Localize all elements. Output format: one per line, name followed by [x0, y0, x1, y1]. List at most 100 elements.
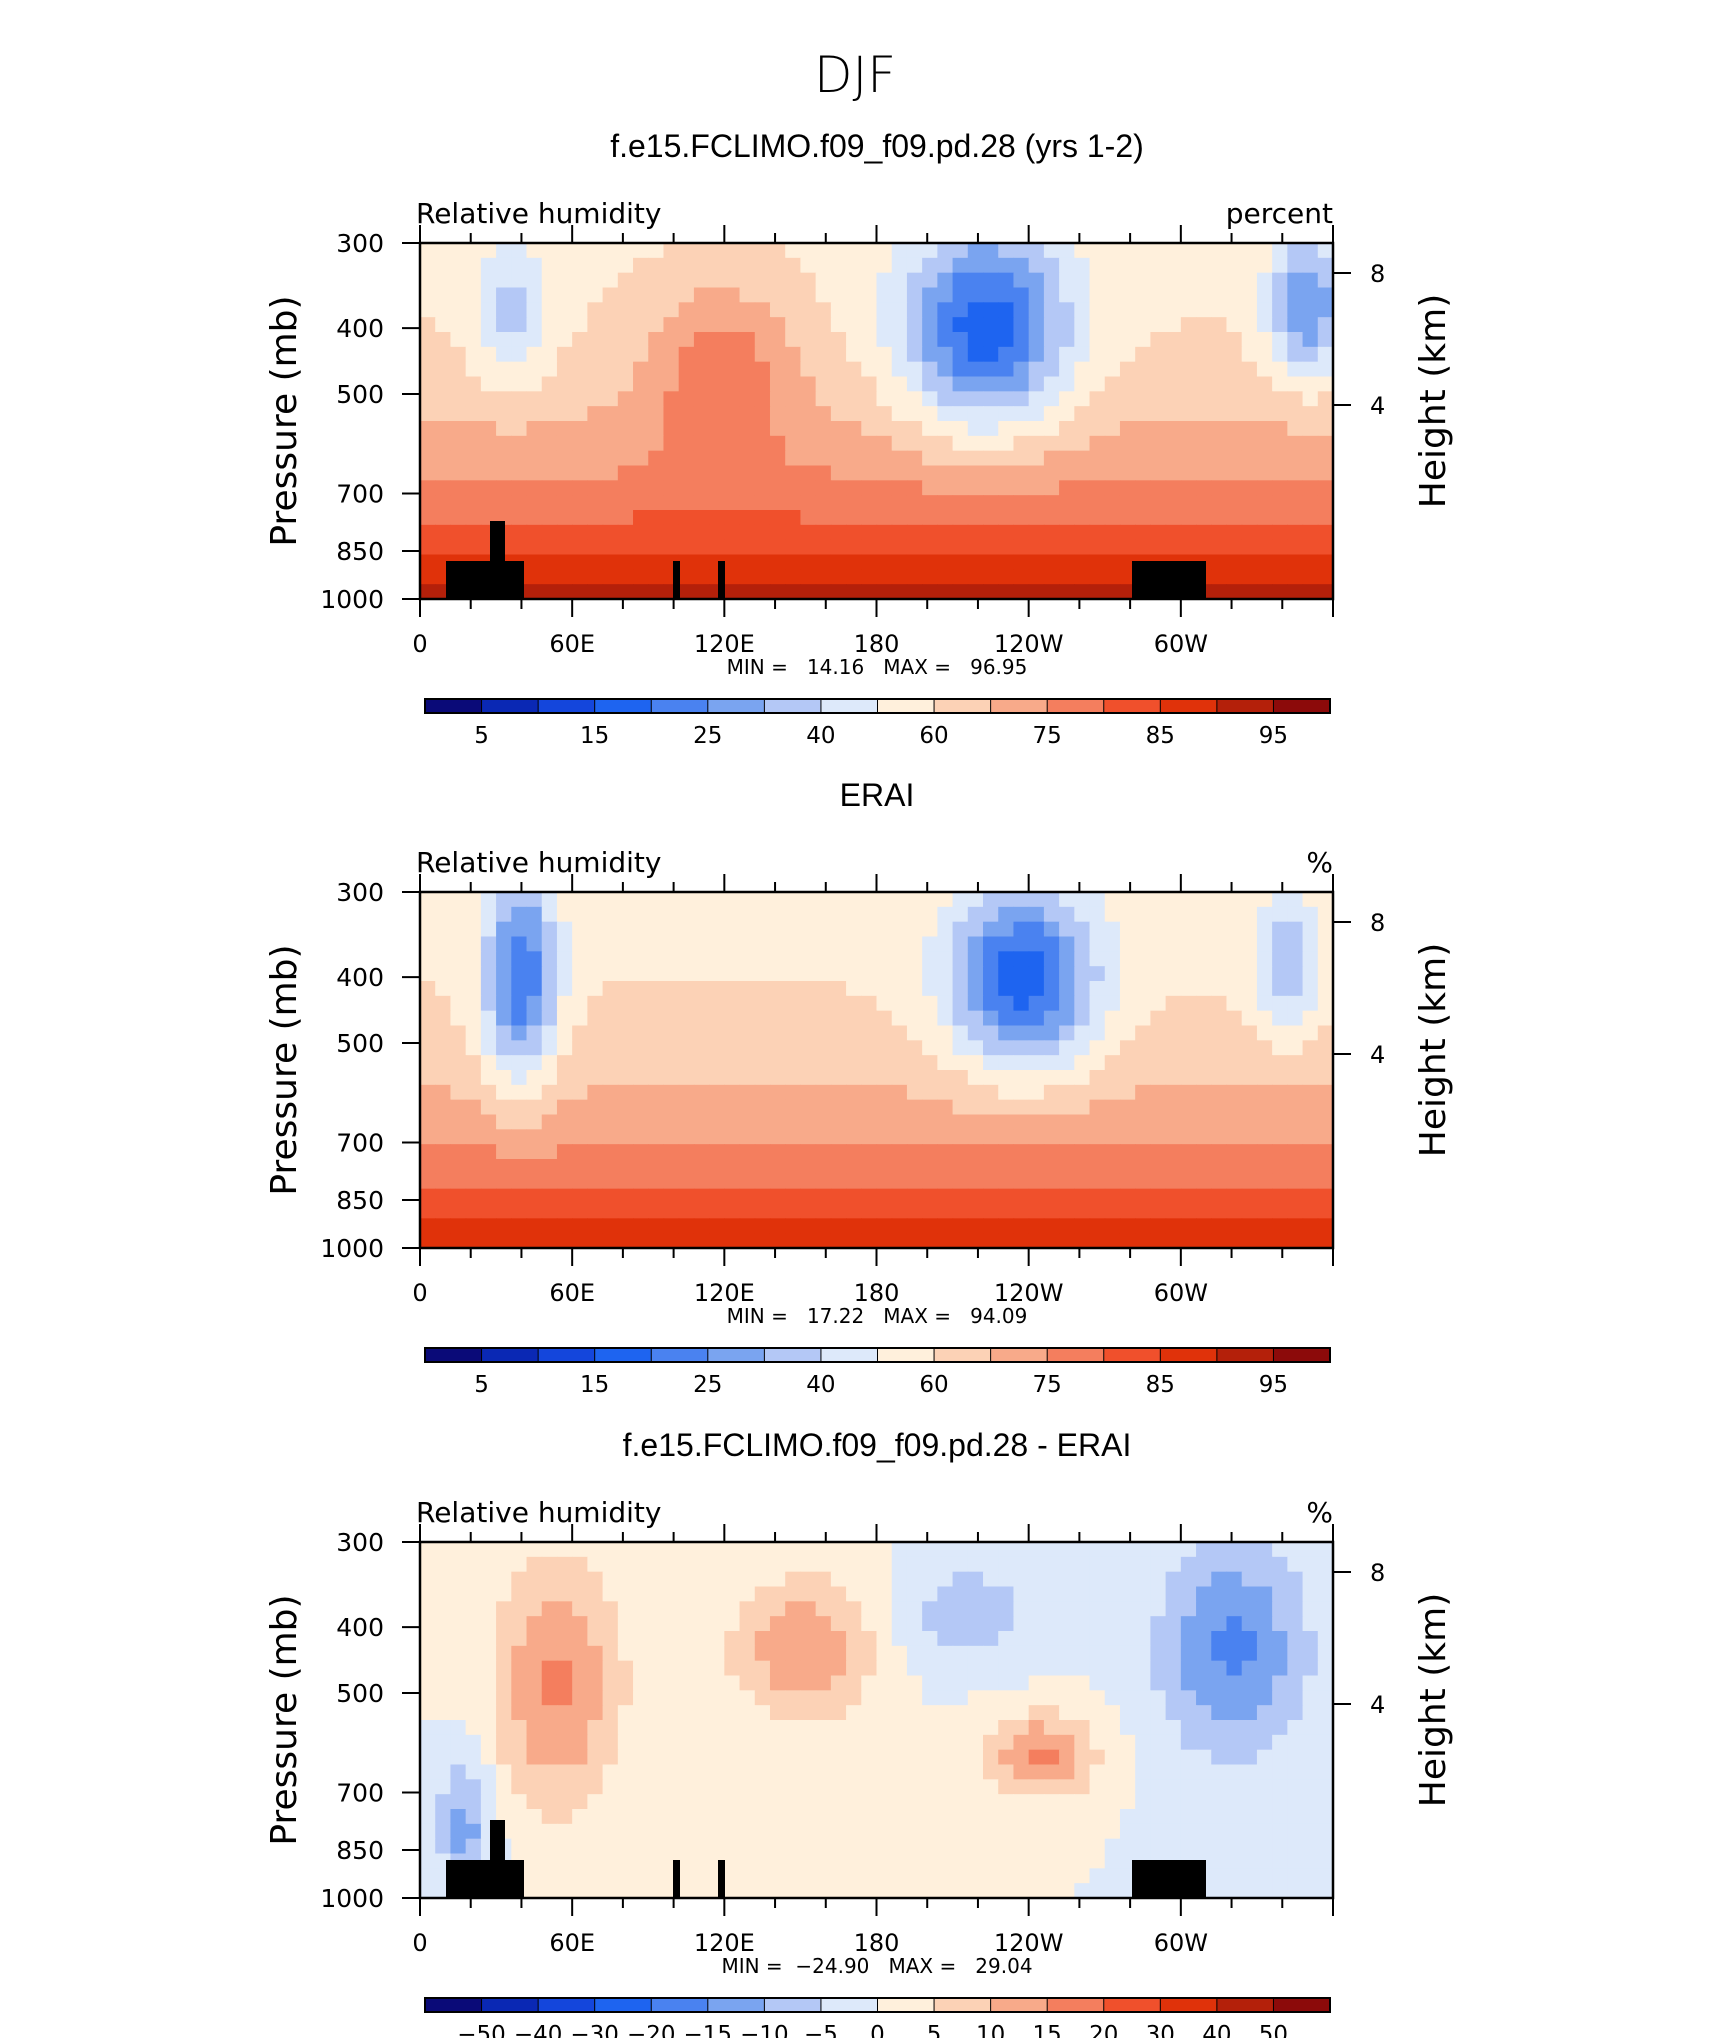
contour-cell [1180, 1233, 1197, 1249]
colorbar-swatch [763, 1997, 822, 2013]
contour-cell [556, 1779, 573, 1795]
contour-cell [754, 450, 771, 467]
contour-cell [785, 243, 802, 259]
contour-cell [1302, 1025, 1319, 1041]
contour-cell [800, 1173, 817, 1190]
contour-cell [1211, 1025, 1228, 1041]
contour-cell [1059, 1838, 1075, 1855]
contour-cell [1180, 287, 1197, 303]
contour-cell [952, 287, 969, 303]
contour-cell [1028, 361, 1045, 378]
contour-cell [1272, 1233, 1288, 1249]
contour-cell [602, 1601, 619, 1617]
contour-cell [769, 1188, 786, 1205]
contour-cell [937, 1144, 954, 1160]
contour-cell [1302, 1883, 1319, 1899]
contour-cell [1028, 272, 1045, 289]
contour-cell [846, 272, 862, 289]
contour-cell [1165, 257, 1182, 274]
contour-cell [937, 1114, 954, 1130]
contour-cell [1196, 892, 1212, 908]
contour-cell [906, 1556, 923, 1573]
contour-cell [891, 1749, 908, 1766]
contour-cell [1043, 1010, 1060, 1027]
contour-cell [1135, 1660, 1151, 1677]
contour-cell [572, 1542, 588, 1558]
contour-cell [511, 1188, 528, 1205]
contour-cell [1211, 1586, 1228, 1602]
contour-cell [800, 1660, 817, 1677]
contour-cell [1302, 332, 1319, 348]
contour-cell [556, 1645, 573, 1662]
contour-cell [693, 1631, 710, 1647]
contour-cell [480, 287, 497, 303]
contour-cell [648, 1705, 665, 1721]
contour-cell [1317, 1218, 1334, 1234]
contour-cell [846, 554, 862, 570]
contour-cell [496, 1764, 512, 1780]
contour-cell [1317, 892, 1334, 908]
contour-cell [511, 480, 528, 496]
contour-cell [465, 1010, 482, 1027]
contour-cell [1211, 1779, 1228, 1795]
contour-cell [1074, 1853, 1091, 1869]
contour-cell [830, 376, 847, 392]
contour-cell [1074, 1720, 1091, 1736]
contour-cell [1180, 346, 1197, 363]
contour-cell [1272, 1631, 1288, 1647]
contour-cell [739, 1823, 756, 1840]
contour-cell [1059, 1601, 1075, 1617]
contour-cell [1043, 450, 1060, 467]
contour-cell [709, 1025, 725, 1041]
contour-cell [465, 951, 482, 967]
contour-cell [1302, 302, 1319, 318]
contour-cell [998, 1084, 1015, 1101]
contour-cell [1074, 465, 1091, 481]
contour-cell [1287, 346, 1304, 363]
contour-cell [450, 1675, 467, 1691]
contour-cell [800, 936, 817, 952]
contour-cell [724, 1571, 741, 1588]
contour-cell [739, 1070, 756, 1086]
contour-cell [511, 1720, 528, 1736]
contour-cell [876, 1586, 893, 1602]
contour-cell [480, 1631, 497, 1647]
contour-cell [633, 1660, 649, 1677]
contour-cell [602, 1233, 619, 1249]
contour-cell [967, 906, 984, 923]
contour-cell [587, 1823, 604, 1840]
contour-cell [861, 510, 878, 526]
contour-cell [1043, 936, 1060, 952]
contour-cell [633, 1556, 649, 1573]
contour-cell [754, 1734, 771, 1751]
contour-cell [1089, 1159, 1106, 1175]
contour-cell [1028, 1764, 1045, 1780]
contour-cell [1150, 524, 1167, 541]
contour-cell [906, 1675, 923, 1691]
contour-cell [769, 1853, 786, 1869]
contour-cell [891, 1883, 908, 1899]
contour-cell [800, 1853, 817, 1869]
contour-cell [846, 1040, 862, 1056]
contour-cell [1196, 1764, 1212, 1780]
contour-cell [998, 332, 1015, 348]
contour-cell [724, 1055, 741, 1071]
contour-cell [1317, 480, 1334, 496]
contour-cell [739, 1705, 756, 1721]
contour-cell [724, 1734, 741, 1751]
contour-cell [1241, 936, 1258, 952]
contour-cell [678, 1233, 695, 1249]
contour-cell [937, 1809, 954, 1825]
contour-cell [1074, 435, 1091, 452]
contour-cell [876, 1720, 893, 1736]
contour-cell [450, 1794, 467, 1810]
contour-cell [511, 376, 528, 392]
colorbar-label: 85 [1146, 723, 1175, 749]
contour-cell [830, 1853, 847, 1869]
contour-cell [1196, 921, 1212, 938]
contour-cell [1043, 510, 1060, 526]
contour-cell [465, 936, 482, 952]
contour-cell [1317, 1233, 1334, 1249]
contour-cell [465, 1144, 482, 1160]
contour-cell [998, 995, 1015, 1012]
